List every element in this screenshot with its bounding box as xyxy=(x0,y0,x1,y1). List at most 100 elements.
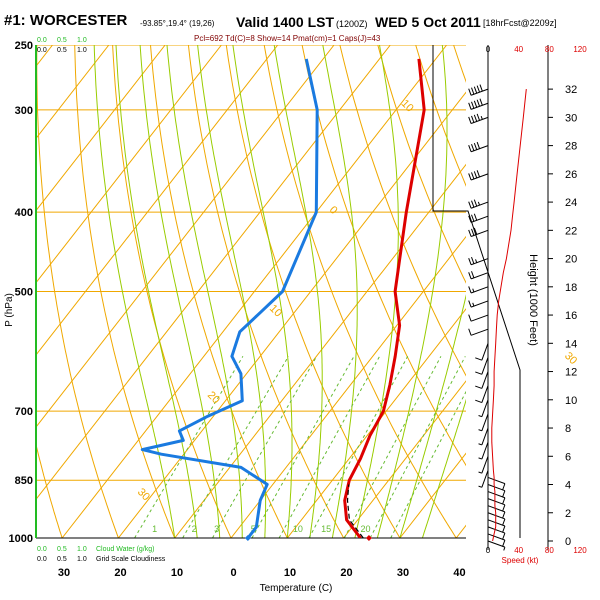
pressure-tick: 400 xyxy=(15,207,33,219)
height-tick: 12 xyxy=(565,367,577,379)
height-tick: 2 xyxy=(565,508,571,520)
pressure-tick: 850 xyxy=(15,475,33,487)
wind-barb xyxy=(487,476,506,491)
wind-barb-flag xyxy=(473,213,478,221)
isotherm-line xyxy=(36,45,110,140)
wind-barb-staff xyxy=(487,484,506,492)
x-axis-label: Temperature (C) xyxy=(260,583,333,594)
height-tick: 32 xyxy=(565,84,577,96)
wind-barb-flag xyxy=(502,532,506,540)
valid-time: Valid 1400 LST xyxy=(236,14,335,30)
height-tick: 30 xyxy=(565,112,577,124)
surface-temperature-marker xyxy=(365,535,372,541)
wind-barb-staff xyxy=(487,533,506,541)
isotherm-line xyxy=(230,235,466,538)
wind-barb-staff xyxy=(481,357,489,375)
speed-tick: 80 xyxy=(545,546,554,555)
wind-barb-flag xyxy=(479,84,483,92)
height-tick: 6 xyxy=(565,451,571,463)
isotherm-label: 0 xyxy=(327,204,340,217)
isotherm-line xyxy=(36,45,222,284)
mixing-ratio-line xyxy=(251,356,355,538)
moist-adiabat xyxy=(399,294,466,538)
wind-barb-flag xyxy=(502,483,506,491)
sounding-series xyxy=(140,58,426,538)
wind-barb-flag xyxy=(471,143,475,151)
speed-tick-top: 40 xyxy=(514,45,523,54)
mixing-ratio-line xyxy=(343,356,442,538)
wind-barb-half xyxy=(472,288,475,293)
wind-barb-flag xyxy=(473,114,478,122)
grid-scale-tick-top: 1.0 xyxy=(77,47,87,54)
valid-zulu: (1200Z) xyxy=(336,19,368,29)
wind-barb xyxy=(487,512,506,526)
wind-barb-flag xyxy=(471,87,475,95)
pressure-tick: 500 xyxy=(15,287,33,299)
wind-barb xyxy=(468,300,489,308)
wind-barb-flag xyxy=(473,227,478,235)
moist-adiabat xyxy=(139,45,221,538)
wind-barb-flag xyxy=(502,490,506,498)
isotherm-line xyxy=(36,45,391,501)
isotherm-line xyxy=(118,91,466,538)
grid-scale-label: Grid Scale Cloudiness xyxy=(96,556,166,563)
stability-indices: Pcl=692 Td(C)=8 Show=14 Pmat(cm)=1 Caps(… xyxy=(194,34,381,43)
pressure-tick: 300 xyxy=(15,105,33,117)
moist-adiabat xyxy=(273,45,323,538)
wind-barb-flag xyxy=(471,115,475,123)
height-tick: 10 xyxy=(565,395,577,407)
wind-barb-flag xyxy=(468,229,472,237)
isotherm-label: 20 xyxy=(205,389,222,406)
wind-barb-staff xyxy=(487,512,506,520)
wind-barb xyxy=(468,84,489,96)
wind-barb-flag xyxy=(468,215,472,223)
moist-adiabat xyxy=(354,45,399,538)
wind-barb-flag xyxy=(502,511,506,519)
pressure-tick: 250 xyxy=(15,40,33,52)
wind-barb-staff xyxy=(487,498,506,506)
wind-barb-flag xyxy=(473,100,478,108)
station-coords: -93.85°,19.4° (19,26) xyxy=(140,19,215,28)
pressure-tick: 700 xyxy=(15,406,33,418)
wind-barb xyxy=(468,227,489,237)
pressure-tick: 1000 xyxy=(9,533,33,545)
wind-barb-flag xyxy=(468,116,472,124)
wind-barb-staff xyxy=(470,328,489,336)
isotherm-label: 10 xyxy=(399,97,416,114)
wind-barb-flag xyxy=(475,357,483,361)
plot-frame xyxy=(35,45,521,539)
wind-barb-flag xyxy=(476,170,481,178)
height-tick: 16 xyxy=(565,310,577,322)
temperature-tick: 10 xyxy=(171,567,183,579)
wind-barb xyxy=(468,141,489,153)
wind-barb xyxy=(468,170,489,181)
dry-adiabat xyxy=(301,45,466,467)
wind-barb-staff xyxy=(487,491,506,499)
wind-barb-flag xyxy=(468,102,472,110)
forecast-info: [18hrFcst@2209z] xyxy=(483,18,557,28)
wind-barb-half xyxy=(478,485,483,488)
wind-barb-staff xyxy=(481,343,489,361)
wind-barb xyxy=(468,314,489,322)
height-tick: 4 xyxy=(565,480,571,492)
isotherm-label: 30 xyxy=(562,350,579,367)
wind-barb xyxy=(475,385,489,404)
wind-barb-staff xyxy=(481,441,489,460)
height-tick: 26 xyxy=(565,169,577,181)
wind-barb-flag xyxy=(468,286,472,294)
wind-barb xyxy=(487,519,506,533)
wind-barbs xyxy=(468,84,506,551)
moist-adiabat xyxy=(376,45,448,538)
cloud-water-tick: 0.0 xyxy=(37,546,47,553)
grid-scale-tick: 0.0 xyxy=(37,556,47,563)
wind-barb xyxy=(487,540,506,551)
dry-adiabat xyxy=(187,45,345,538)
wind-barb-flag xyxy=(502,525,506,533)
isotherm-line xyxy=(36,45,166,212)
wind-barb-flag xyxy=(475,385,483,389)
wind-barb-half xyxy=(475,259,478,263)
wind-barb xyxy=(478,399,489,418)
y-axis-label: P (hPa) xyxy=(4,293,15,327)
